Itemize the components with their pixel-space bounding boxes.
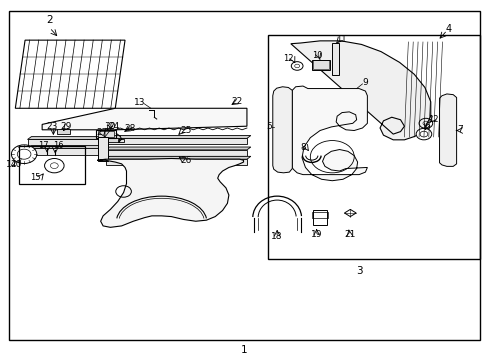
Text: 7: 7 <box>456 125 462 134</box>
Text: 19: 19 <box>310 230 322 239</box>
Bar <box>311 59 330 69</box>
Bar <box>312 210 327 225</box>
Text: 13: 13 <box>134 98 145 107</box>
Text: 20: 20 <box>11 161 22 170</box>
Circle shape <box>11 145 37 163</box>
Text: 15: 15 <box>30 173 41 182</box>
Circle shape <box>415 129 431 140</box>
Text: 28: 28 <box>124 123 135 132</box>
Bar <box>98 136 108 161</box>
Text: 26: 26 <box>180 156 191 165</box>
Text: 1: 1 <box>241 345 247 355</box>
Text: 23: 23 <box>46 122 58 131</box>
Text: 11: 11 <box>335 35 346 44</box>
Polygon shape <box>439 94 456 166</box>
Text: 14: 14 <box>6 160 17 169</box>
Text: 12: 12 <box>283 54 293 63</box>
Bar <box>331 43 338 75</box>
Text: 18: 18 <box>271 232 283 241</box>
Bar <box>98 138 119 142</box>
Bar <box>311 212 328 218</box>
Polygon shape <box>292 86 366 181</box>
Polygon shape <box>272 87 292 173</box>
Bar <box>118 139 123 142</box>
Text: 9: 9 <box>362 78 367 87</box>
Text: 22: 22 <box>231 96 243 105</box>
Polygon shape <box>27 145 107 148</box>
Bar <box>267 35 479 259</box>
Text: 5: 5 <box>266 122 272 131</box>
Polygon shape <box>15 40 125 108</box>
Text: 16: 16 <box>53 141 63 150</box>
Text: 30: 30 <box>104 122 116 131</box>
Text: 17: 17 <box>38 141 49 150</box>
Polygon shape <box>105 150 246 156</box>
Bar <box>96 130 116 138</box>
Text: 3: 3 <box>355 266 362 276</box>
Text: 21: 21 <box>344 230 355 239</box>
Polygon shape <box>27 136 107 139</box>
Text: 24: 24 <box>108 122 119 131</box>
Polygon shape <box>97 158 243 227</box>
Polygon shape <box>42 108 246 130</box>
Text: 27: 27 <box>96 128 107 137</box>
Bar <box>57 129 70 134</box>
Polygon shape <box>344 210 355 217</box>
Polygon shape <box>290 41 430 140</box>
Bar <box>312 60 329 69</box>
Polygon shape <box>105 156 250 159</box>
Text: 29: 29 <box>61 122 72 131</box>
Polygon shape <box>27 148 103 155</box>
Text: 8: 8 <box>300 143 305 152</box>
Text: 6: 6 <box>424 122 429 131</box>
Text: 2: 2 <box>46 15 53 26</box>
Text: 12: 12 <box>427 114 438 123</box>
Text: 4: 4 <box>445 24 450 34</box>
Bar <box>19 146 85 184</box>
Text: 10: 10 <box>312 51 322 60</box>
Polygon shape <box>27 139 103 146</box>
Text: 25: 25 <box>180 126 191 135</box>
Polygon shape <box>105 135 250 138</box>
Polygon shape <box>105 147 250 150</box>
Bar <box>98 131 114 137</box>
Polygon shape <box>105 159 246 165</box>
Polygon shape <box>105 138 246 144</box>
